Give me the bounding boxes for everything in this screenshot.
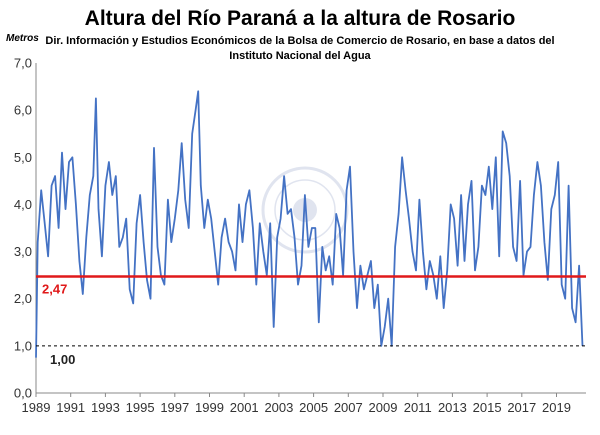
series-line-0 — [35, 90, 584, 358]
x-tick-label: 2005 — [299, 400, 328, 415]
x-tick-label: 1997 — [160, 400, 189, 415]
x-tick-label: 2013 — [438, 400, 467, 415]
x-tick-label: 1991 — [56, 400, 85, 415]
x-tick-label: 2001 — [230, 400, 259, 415]
watermark-seal — [261, 166, 349, 254]
reference-line-label: 2,47 — [42, 282, 67, 297]
y-axis: 0,0 1,0 2,0 3,0 4,0 5,0 6,0 7,0 — [14, 56, 37, 401]
y-tick-label: 0,0 — [14, 386, 32, 401]
y-tick-label: 1,0 — [14, 338, 32, 353]
x-tick-label: 2015 — [473, 400, 502, 415]
series-layer — [35, 90, 584, 358]
x-tick-label: 2007 — [334, 400, 363, 415]
y-tick-label: 6,0 — [14, 103, 32, 118]
y-tick-label: 4,0 — [14, 197, 32, 212]
x-tick-label: 2003 — [264, 400, 293, 415]
reference-line-label: 1,00 — [50, 352, 75, 367]
y-tick-label: 3,0 — [14, 244, 32, 259]
y-tick-label: 5,0 — [14, 150, 32, 165]
reference-lines: 2,47 1,00 — [36, 275, 586, 367]
x-tick-label: 1995 — [126, 400, 155, 415]
x-tick-label: 1999 — [195, 400, 224, 415]
chart-subtitle-line-2: Instituto Nacional del Agua — [229, 50, 371, 62]
x-tick-label: 1993 — [91, 400, 120, 415]
y-tick-label: 2,0 — [14, 291, 32, 306]
x-tick-label: 2019 — [542, 400, 571, 415]
x-tick-label: 2009 — [369, 400, 398, 415]
y-axis-unit-label: Metros — [6, 33, 39, 44]
chart-subtitle-line-1: Dir. Información y Estudios Económicos d… — [45, 35, 554, 47]
x-tick-label: 2011 — [404, 400, 432, 415]
chart-title: Altura del Río Paraná a la altura de Ros… — [85, 7, 516, 30]
x-axis: 1989 1991 1993 1995 1997 1999 2001 2003 2005 2007… — [22, 392, 586, 415]
x-tick-label: 2017 — [507, 400, 536, 415]
x-tick-label: 1989 — [22, 400, 51, 415]
y-tick-label: 7,0 — [14, 56, 32, 71]
